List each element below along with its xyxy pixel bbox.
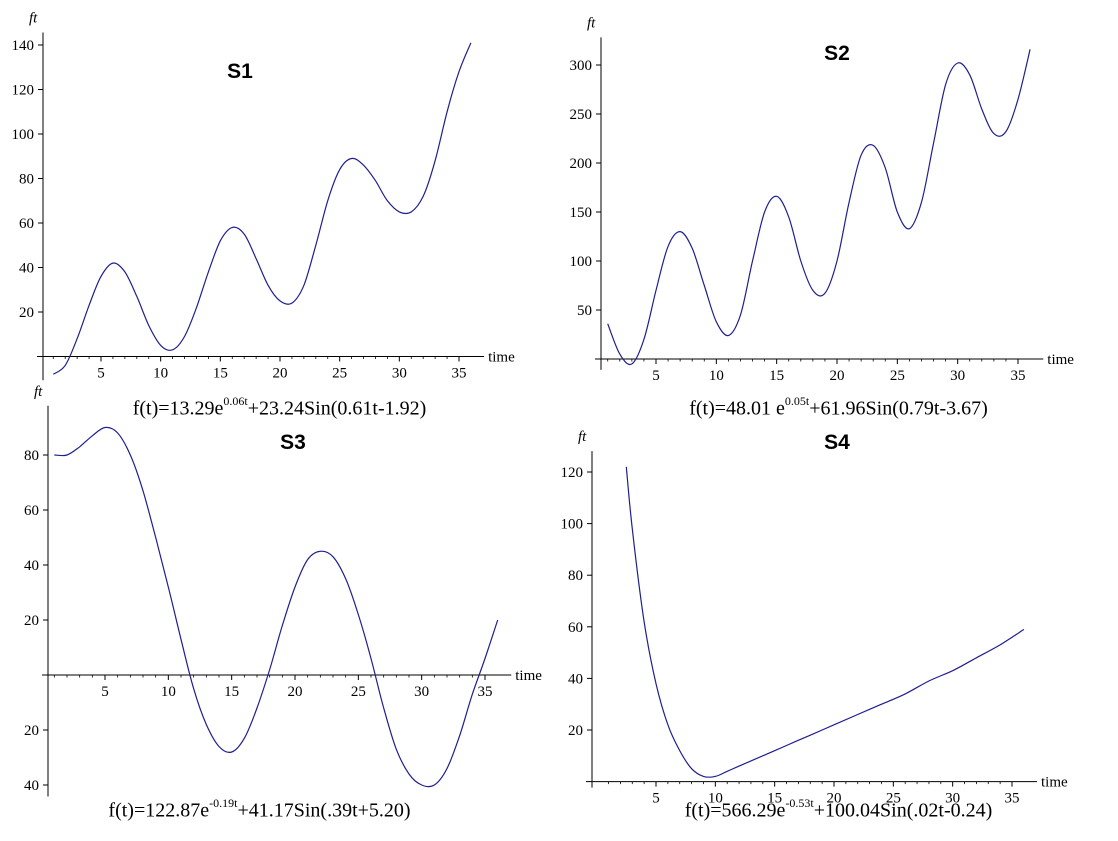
x-tick-label: 20 <box>288 684 303 700</box>
x-tick-label: 30 <box>392 366 407 382</box>
formula-exponent: -0.53t <box>785 796 814 810</box>
x-tick-label: 5 <box>652 791 660 807</box>
y-axis-label: ft <box>29 11 38 27</box>
series-line <box>625 466 1025 778</box>
x-tick-label: 5 <box>652 368 660 384</box>
x-axis-label: time <box>1041 775 1068 791</box>
series-line <box>607 49 1031 366</box>
chart-panel-s4: 5 10 15 20 25 30 35 20 40 60 80 100 120 time ft S4 f(t)=… <box>559 420 1118 841</box>
y-tick-label: 140 <box>12 38 35 54</box>
chart-panel-s1: 5 10 15 20 25 30 35 20 40 60 80 100 120 140 time ft S1 f(… <box>0 0 559 420</box>
x-tick-label: 5 <box>97 366 105 382</box>
chart-svg: 5 10 15 20 25 30 35 20 40 60 80 100 120 140 time ft S1 <box>12 11 516 382</box>
chart-svg: 5 10 15 20 25 30 35 50 100 150 200 250 300 time ft S2 <box>570 15 1075 384</box>
chart-svg: 5 10 15 20 25 30 35 20 40 60 80 100 120 time ft S4 <box>561 429 1068 807</box>
x-tick-label: 15 <box>767 791 782 807</box>
x-tick-label: 35 <box>452 366 467 382</box>
x-tick-label: 30 <box>950 368 965 384</box>
y-tick-label: 100 <box>570 254 593 270</box>
y-tick-label: 20 <box>19 305 34 321</box>
y-tick-label: 40 <box>24 558 39 574</box>
formula-caption: f(t)=566.29e-0.53t+100.04Sin(.02t-0.24) <box>559 796 1118 823</box>
chart-panel-s3: 5 10 15 20 25 30 35 80 60 40 20 20 40 time ft S3 f(t)=12… <box>0 384 559 841</box>
chart-svg: 5 10 15 20 25 30 35 80 60 40 20 20 40 time ft S3 <box>24 384 542 797</box>
formula-rest: +61.96Sin(0.79t-3.67) <box>809 397 988 420</box>
y-tick-label: 150 <box>570 205 593 221</box>
y-tick-label: 100 <box>561 517 584 533</box>
y-tick-label: 40 <box>568 671 583 687</box>
y-tick-label: 60 <box>568 620 583 636</box>
y-tick-label: 60 <box>24 503 39 519</box>
formula-exponent: 0.05t <box>784 394 810 408</box>
x-tick-label: 15 <box>224 684 239 700</box>
y-tick-label: 100 <box>12 127 35 143</box>
x-tick-label: 25 <box>886 791 901 807</box>
x-axis-label: time <box>1047 352 1074 368</box>
formula-caption: f(t)=48.01 e0.05t+61.96Sin(0.79t-3.67) <box>559 394 1118 421</box>
y-tick-label: 20 <box>24 613 39 629</box>
chart-title: S2 <box>824 42 850 65</box>
x-tick-label: 5 <box>101 684 109 700</box>
chart-title: S1 <box>227 60 253 83</box>
y-axis-label: ft <box>587 15 596 31</box>
x-axis-label: time <box>488 350 515 366</box>
series-line <box>54 426 499 788</box>
formula-rest: +100.04Sin(.02t-0.24) <box>813 799 993 822</box>
formula-exponent: -0.19t <box>209 796 238 810</box>
x-axis-label: time <box>515 668 542 684</box>
chart-title: S4 <box>824 431 850 454</box>
x-tick-label: 10 <box>708 791 723 807</box>
x-tick-label: 25 <box>890 368 905 384</box>
formula-rest: +41.17Sin(.39t+5.20) <box>237 799 411 822</box>
formula-rest: +23.24Sin(0.61t-1.92) <box>247 397 427 420</box>
y-axis-label: ft <box>34 384 43 400</box>
formula-main: f(t)=48.01 e <box>689 397 785 420</box>
series-line <box>52 42 472 375</box>
y-tick-label: 40 <box>24 778 39 794</box>
y-tick-label: 250 <box>570 107 593 123</box>
y-tick-label: 40 <box>19 261 34 277</box>
formula-exponent: 0.06t <box>223 394 248 408</box>
y-tick-label: 60 <box>19 216 34 232</box>
x-tick-label: 30 <box>414 684 429 700</box>
x-tick-label: 25 <box>351 684 366 700</box>
y-axis-label: ft <box>578 429 587 445</box>
chart-panel-s2: 5 10 15 20 25 30 35 50 100 150 200 250 300 time ft S2 f(… <box>559 0 1118 420</box>
formula-caption: f(t)=122.87e-0.19t+41.17Sin(.39t+5.20) <box>0 796 539 823</box>
formula-main: f(t)=566.29e <box>684 799 786 822</box>
x-tick-label: 20 <box>273 366 288 382</box>
x-tick-label: 15 <box>213 366 228 382</box>
y-tick-label: 200 <box>570 156 593 172</box>
x-tick-label: 10 <box>153 366 168 382</box>
y-tick-label: 120 <box>561 465 584 481</box>
x-tick-label: 20 <box>830 368 845 384</box>
y-tick-label: 20 <box>24 723 39 739</box>
chart-title: S3 <box>280 431 306 454</box>
x-tick-label: 35 <box>478 684 493 700</box>
x-tick-label: 35 <box>1011 368 1026 384</box>
x-tick-label: 10 <box>161 684 176 700</box>
x-tick-label: 15 <box>769 368 784 384</box>
y-tick-label: 300 <box>570 58 593 74</box>
y-tick-label: 80 <box>19 172 34 188</box>
x-tick-label: 30 <box>945 791 960 807</box>
x-tick-label: 25 <box>332 366 347 382</box>
y-tick-label: 80 <box>568 568 583 584</box>
formula-main: f(t)=13.29e <box>132 397 224 420</box>
y-tick-label: 50 <box>577 303 592 319</box>
y-tick-label: 20 <box>568 723 583 739</box>
x-tick-label: 35 <box>1005 791 1020 807</box>
formula-main: f(t)=122.87e <box>108 799 210 822</box>
y-tick-label: 120 <box>12 83 35 99</box>
formula-caption: f(t)=13.29e0.06t+23.24Sin(0.61t-1.92) <box>0 394 559 421</box>
x-tick-label: 10 <box>709 368 724 384</box>
x-tick-label: 20 <box>827 791 842 807</box>
y-tick-label: 80 <box>24 448 39 464</box>
